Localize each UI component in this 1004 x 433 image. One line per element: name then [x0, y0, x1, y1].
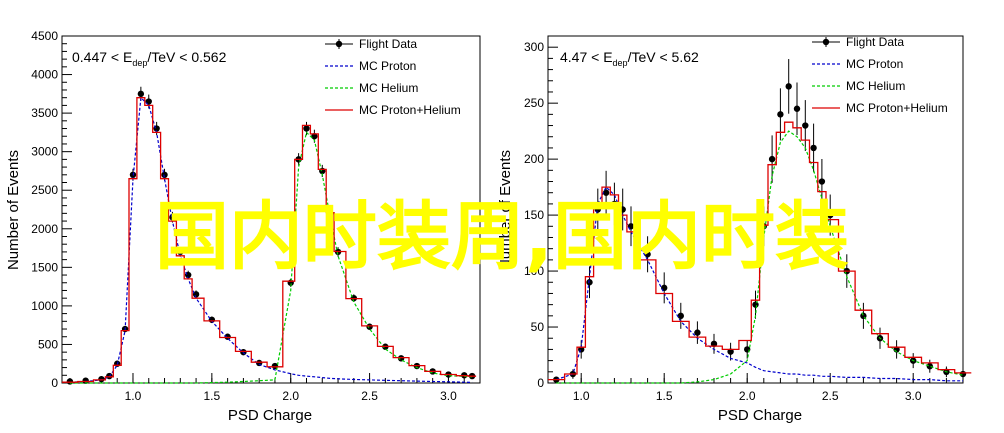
right-legend-marker-point	[822, 38, 830, 46]
right-data-point	[810, 144, 817, 152]
right-panel: 4.47 < Edep/TeV < 5.62 PSD Charge Number…	[497, 35, 972, 424]
left-title-prefix: 0.447 < E	[72, 49, 132, 65]
left-ytick-label: 0	[51, 376, 58, 390]
right-data-point	[677, 312, 684, 320]
left-title-suffix: /TeV < 0.562	[147, 49, 226, 65]
left-ytick-label: 3000	[31, 145, 58, 159]
left-xtick-label: 1.5	[204, 389, 221, 403]
right-series-1-line	[556, 186, 963, 382]
left-plot-frame	[61, 35, 481, 384]
left-xtick-label: 3.0	[440, 389, 457, 403]
left-legend-label: Flight Data	[359, 37, 417, 51]
right-data-point	[802, 122, 809, 129]
left-data-point	[366, 323, 373, 330]
right-data-point	[602, 189, 610, 196]
right-xtick-label: 3.0	[905, 389, 922, 403]
left-title-sub: dep	[132, 58, 147, 68]
left-data-point	[161, 171, 168, 178]
left-data-point	[303, 125, 310, 132]
right-data-point	[752, 301, 759, 308]
left-series-3-step	[62, 97, 477, 383]
watermark-text: 国内时装周,国内时装	[155, 194, 849, 280]
left-data-point	[311, 133, 318, 140]
left-data-point	[82, 377, 89, 384]
left-legend-label: MC Proton	[359, 59, 416, 73]
right-data-point	[926, 363, 933, 370]
left-data-point	[326, 210, 334, 217]
left-ytick-label: 4500	[31, 29, 58, 43]
left-xtick-label: 2.0	[282, 389, 299, 403]
right-ytick-label: 0	[537, 376, 544, 390]
right-data-point	[827, 211, 834, 219]
left-panel: 0.447 < Edep/TeV < 0.562 PSD Charge Numb…	[5, 29, 481, 424]
right-data-point	[594, 206, 601, 213]
right-legend-label: Flight Data	[846, 35, 904, 49]
left-ytick-label: 1000	[31, 299, 58, 313]
right-plot-frame	[547, 35, 964, 384]
right-ylabel: Number of Events	[497, 150, 514, 270]
left-data-point	[66, 378, 74, 385]
right-data-point	[818, 178, 826, 185]
left-legend-label: MC Helium	[359, 81, 418, 95]
right-xtick-label: 2.5	[822, 389, 839, 403]
right-ytick-label: 150	[524, 208, 544, 222]
right-data-point	[611, 200, 618, 208]
left-ytick-label: 2000	[31, 222, 58, 236]
right-xtick-label: 1.5	[656, 389, 673, 403]
left-ytick-label: 4000	[31, 68, 58, 82]
right-data-point	[710, 340, 718, 348]
left-ytick-label: 2500	[31, 183, 58, 197]
left-ytick-label: 1500	[31, 260, 58, 274]
right-data-point	[793, 105, 801, 112]
right-data-point	[644, 251, 651, 258]
right-xtick-label: 2.0	[739, 389, 756, 403]
right-legend-label: MC Proton	[846, 57, 903, 71]
right-data-point	[694, 329, 701, 336]
right-ytick-label: 250	[524, 96, 544, 110]
left-panel-title: 0.447 < Edep/TeV < 0.562	[72, 49, 227, 68]
left-ylabel: Number of Events	[5, 150, 22, 270]
right-title-suffix: /TeV < 5.62	[628, 49, 699, 65]
right-ytick-label: 50	[531, 320, 545, 334]
right-legend-label: MC Helium	[846, 79, 905, 93]
right-data-point	[768, 155, 776, 163]
left-legend-marker-point	[335, 40, 343, 48]
right-xtick-label: 1.0	[573, 389, 590, 403]
right-data-point	[727, 348, 734, 355]
left-xlabel: PSD Charge	[228, 407, 312, 424]
right-ytick-label: 200	[524, 152, 544, 166]
left-legend-label: MC Proton+Helium	[359, 103, 461, 117]
right-ytick-label: 300	[524, 40, 544, 54]
left-xtick-label: 2.5	[361, 389, 378, 403]
right-series-3-step	[548, 121, 972, 381]
right-panel-title: 4.47 < Edep/TeV < 5.62	[560, 49, 699, 68]
left-data-point	[98, 375, 105, 383]
left-data-point	[137, 90, 145, 98]
left-ytick-label: 3500	[31, 106, 58, 120]
right-data-point	[777, 111, 784, 118]
left-ytick-label: 500	[38, 337, 58, 351]
right-xlabel: PSD Charge	[718, 407, 802, 424]
left-series-2-line	[69, 131, 473, 384]
right-data-point	[959, 370, 967, 378]
right-legend-label: MC Proton+Helium	[846, 101, 948, 115]
right-data-point	[785, 83, 792, 90]
right-data-point	[586, 279, 593, 286]
right-ytick-label: 100	[524, 264, 544, 278]
right-title-sub: dep	[613, 58, 628, 68]
left-data-point	[224, 333, 231, 340]
left-data-point	[397, 355, 405, 362]
left-xtick-label: 1.0	[125, 389, 142, 403]
right-title-prefix: 4.47 < E	[560, 49, 613, 65]
